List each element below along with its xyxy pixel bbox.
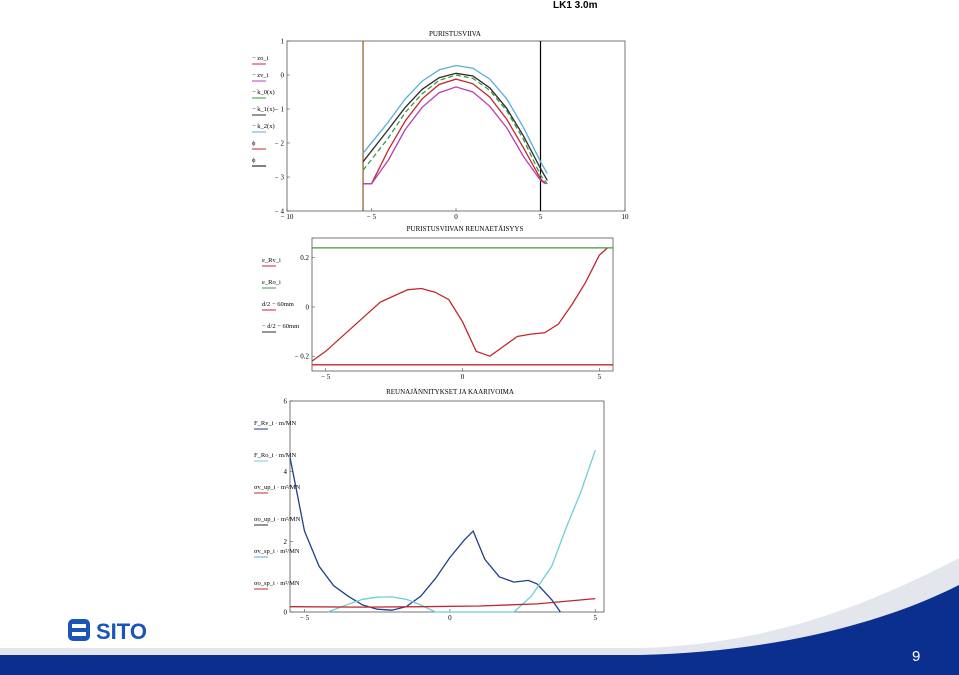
chart2-legend-label: − d/2 − 60mm <box>262 323 299 330</box>
chart1-xtick-label: 10 <box>622 213 630 221</box>
chart2-legend-label: e_Rv_i <box>262 257 281 264</box>
chart3-legend-label: σo_sp_i · m²/MN <box>254 580 300 587</box>
chart1-series-2 <box>363 86 546 185</box>
chart3-ytick-label: 4 <box>284 468 288 476</box>
chart3-frame <box>289 400 605 613</box>
chart1-ytick-label: 1 <box>281 38 285 46</box>
chart1-xtick-label: 0 <box>454 213 458 221</box>
chart1-legend-label: − k_0(x) <box>252 89 275 96</box>
chart1-legend-label: ϕ <box>252 140 256 147</box>
chart3-legend: F_Rv_i · m/MN F_Ro_i · m/MN σv_up_i · m²/M… <box>254 420 301 590</box>
chart-reunaetaisyys: PURISTUSVIIVAN REUNAETÄISYYS e_Rv_i e_Ro_… <box>262 225 614 381</box>
chart3-legend-label: F_Ro_i · m/MN <box>254 452 297 459</box>
logo-text: SITO <box>96 619 147 644</box>
chart3-xtick-label: − 5 <box>300 614 310 622</box>
chart-puristusviiva: PURISTUSVIIVA − zo_i − zv_i − k_0(x) − k_1(… <box>252 30 629 221</box>
chart1-legend-label: − k_1(x) <box>252 106 275 113</box>
chart2-xtick-label: − 5 <box>321 373 331 381</box>
chart2-ytick-label: 0 <box>306 303 310 311</box>
chart3-series-1 <box>289 457 561 613</box>
footer-band-dark <box>0 585 959 675</box>
chart3-ytick-label: 0 <box>284 609 288 617</box>
chart3-legend-label: F_Rv_i · m/MN <box>254 420 297 427</box>
page-number: 9 <box>912 648 921 665</box>
chart1-frame <box>286 40 626 212</box>
chart1-title: PURISTUSVIIVA <box>429 30 481 38</box>
chart1-series-4 <box>362 72 548 181</box>
chart2-legend-label: d/2 − 60mm <box>262 301 294 308</box>
chart1-legend-label: − zo_i <box>252 55 269 62</box>
chart1-ytick-label: − 4 <box>275 208 285 216</box>
chart2-legend: e_Rv_i e_Ro_i d/2 − 60mm − d/2 − 60mm <box>262 257 299 333</box>
chart1-legend-label: − k_2(x) <box>252 123 275 130</box>
chart1-legend-label: − zv_i <box>252 72 269 79</box>
sito-logo: SITO <box>68 617 178 652</box>
chart1-ytick-label: − 2 <box>275 140 285 148</box>
chart1-ytick-label: − 3 <box>275 174 285 182</box>
chart1-ytick-label: 0 <box>281 72 285 80</box>
chart2-frame <box>311 237 614 372</box>
chart2-xtick-label: 5 <box>598 373 602 381</box>
slide-title: LK1 3.0m <box>553 0 598 11</box>
chart3-ytick-label: 2 <box>284 538 288 546</box>
chart3-title: REUNAJÄNNITYKSET JA KAARIVOIMA <box>386 388 514 396</box>
chart2-xtick-label: 0 <box>461 373 465 381</box>
chart1-legend: − zo_i − zv_i − k_0(x) − k_1(x) − k_2(x) ϕ ϕ <box>252 55 275 167</box>
chart2-ytick-label: − 0.2 <box>295 353 310 361</box>
chart3-ytick-label: 6 <box>284 398 288 406</box>
chart2-legend-label: e_Ro_i <box>262 279 281 286</box>
chart3-legend-label: σv_up_i · m²/MN <box>254 484 301 491</box>
chart3-series-3 <box>289 597 596 608</box>
chart2-ytick-label: 0.2 <box>300 254 309 262</box>
chart3-legend-label: σv_sp_i · m²/MN <box>254 548 300 555</box>
chart-reunajannitykset: REUNAJÄNNITYKSET JA KAARIVOIMA F_Rv_i · … <box>254 388 605 622</box>
chart3-series-2 <box>327 449 596 613</box>
chart1-series-1 <box>363 78 547 185</box>
chart1-xtick-label: 5 <box>539 213 543 221</box>
chart1-xtick-label: − 10 <box>281 213 294 221</box>
chart3-xtick-label: 0 <box>448 614 452 622</box>
chart1-ytick-label: − 1 <box>275 106 285 114</box>
chart1-series-3 <box>362 74 548 185</box>
chart1-legend-label: ϕ <box>252 157 256 164</box>
chart2-title: PURISTUSVIIVAN REUNAETÄISYYS <box>407 225 524 233</box>
chart1-series-5 <box>362 64 548 174</box>
chart1-xtick-label: − 5 <box>367 213 377 221</box>
footer-band-light <box>0 558 959 675</box>
sito-logo-mark: SITO <box>68 619 147 644</box>
chart3-xtick-label: 5 <box>594 614 598 622</box>
chart3-legend-label: σo_up_i · m²/MN <box>254 516 301 523</box>
chart2-series-1 <box>311 247 608 362</box>
